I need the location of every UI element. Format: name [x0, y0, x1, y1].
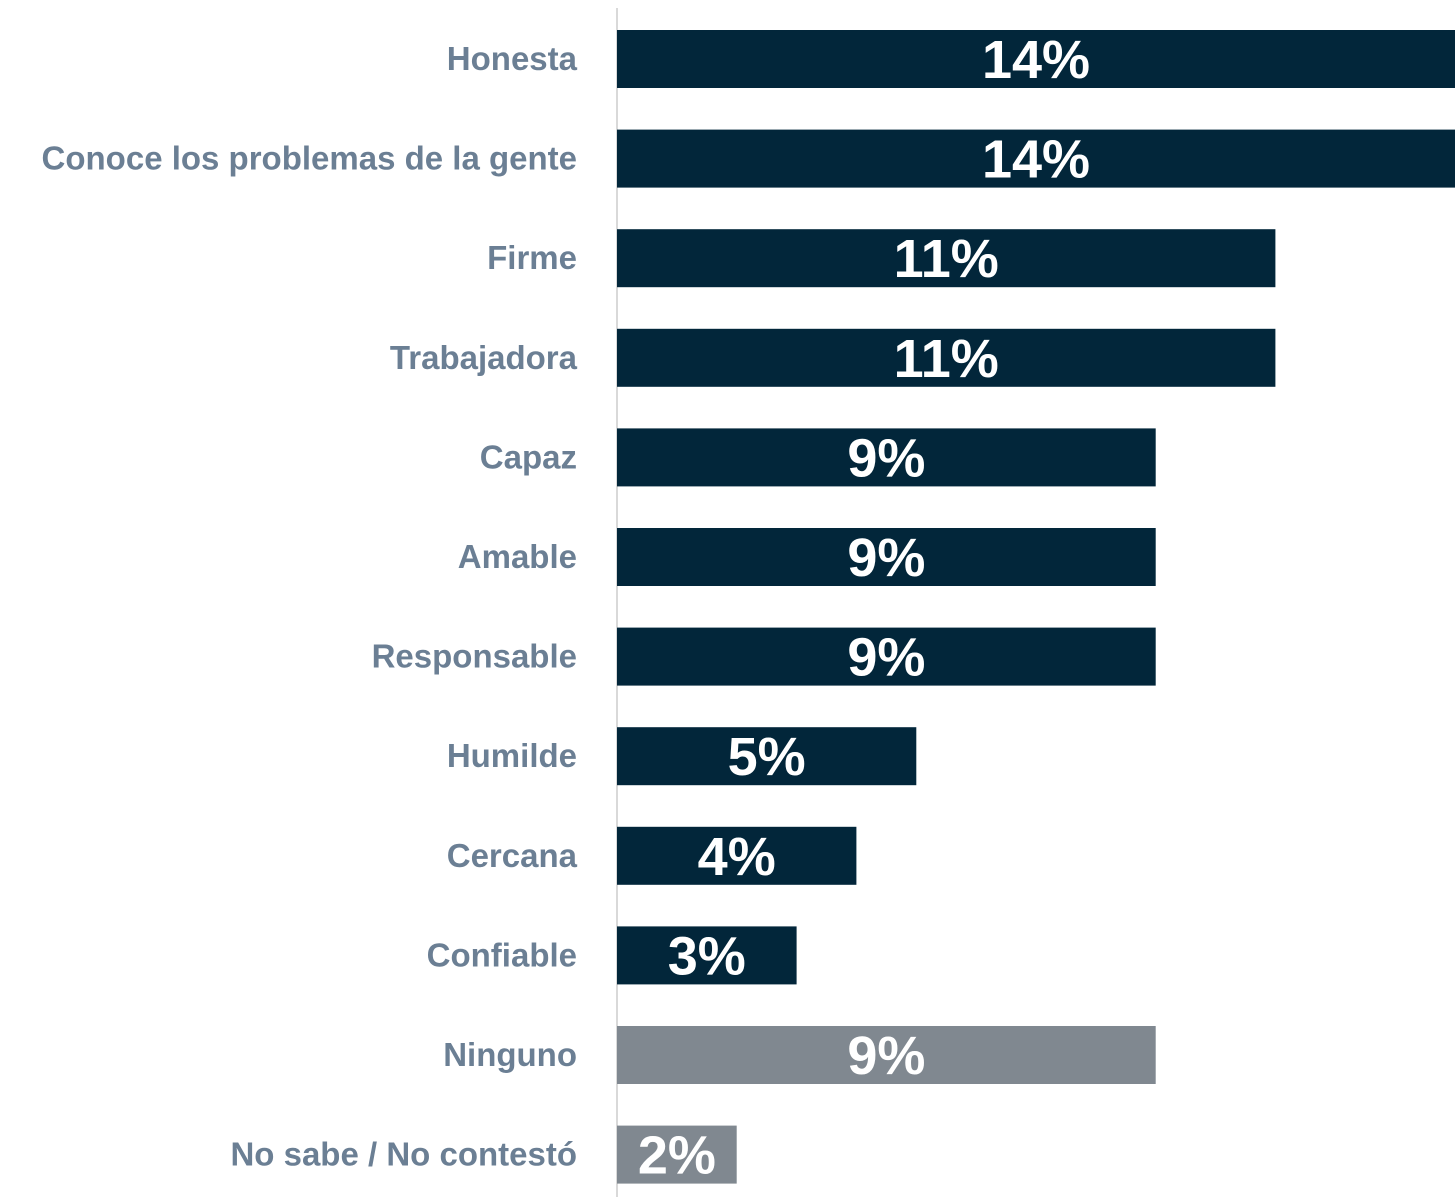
- bar-2: [617, 229, 1276, 288]
- value-label-11: 2%: [638, 1126, 716, 1186]
- category-label-4: Capaz: [480, 438, 577, 475]
- bar-6: [617, 627, 1156, 686]
- category-label-11: No sabe / No contestó: [230, 1136, 577, 1173]
- value-label-10: 9%: [847, 1026, 925, 1086]
- bar-3: [617, 328, 1276, 387]
- value-labels-group: 14% 14% 11% 11% 9% 9% 9% 5% 4% 3% 9% 2%: [638, 30, 1090, 1186]
- category-label-3: Trabajadora: [390, 339, 578, 376]
- category-label-2: Firme: [487, 239, 577, 276]
- bar-1: [617, 129, 1455, 188]
- bar-9: [617, 926, 797, 985]
- bar-11: [617, 1125, 737, 1184]
- category-label-0: Honesta: [447, 40, 578, 77]
- category-label-6: Responsable: [372, 638, 577, 675]
- value-label-1: 14%: [982, 130, 1090, 190]
- bars-group: [617, 30, 1455, 1184]
- value-label-7: 5%: [728, 727, 806, 787]
- category-label-5: Amable: [458, 538, 577, 575]
- value-label-4: 9%: [847, 428, 925, 488]
- bar-5: [617, 528, 1156, 586]
- bar-4: [617, 428, 1156, 487]
- value-label-8: 4%: [698, 827, 776, 887]
- category-label-10: Ninguno: [443, 1036, 577, 1073]
- value-label-3: 11%: [894, 329, 999, 389]
- bar-0: [617, 30, 1455, 88]
- value-label-9: 3%: [668, 926, 746, 986]
- bar-8: [617, 826, 857, 885]
- category-label-8: Cercana: [447, 837, 578, 874]
- value-label-0: 14%: [982, 30, 1090, 90]
- bar-7: [617, 727, 917, 786]
- value-label-5: 9%: [847, 528, 925, 588]
- category-label-9: Confiable: [427, 936, 577, 973]
- category-label-7: Humilde: [447, 737, 577, 774]
- category-labels-group: Honesta Conoce los problemas de la gente F…: [42, 40, 578, 1173]
- category-label-1: Conoce los problemas de la gente: [42, 140, 577, 177]
- bar-10: [617, 1026, 1156, 1084]
- value-label-2: 11%: [894, 229, 999, 289]
- value-label-6: 9%: [847, 628, 925, 688]
